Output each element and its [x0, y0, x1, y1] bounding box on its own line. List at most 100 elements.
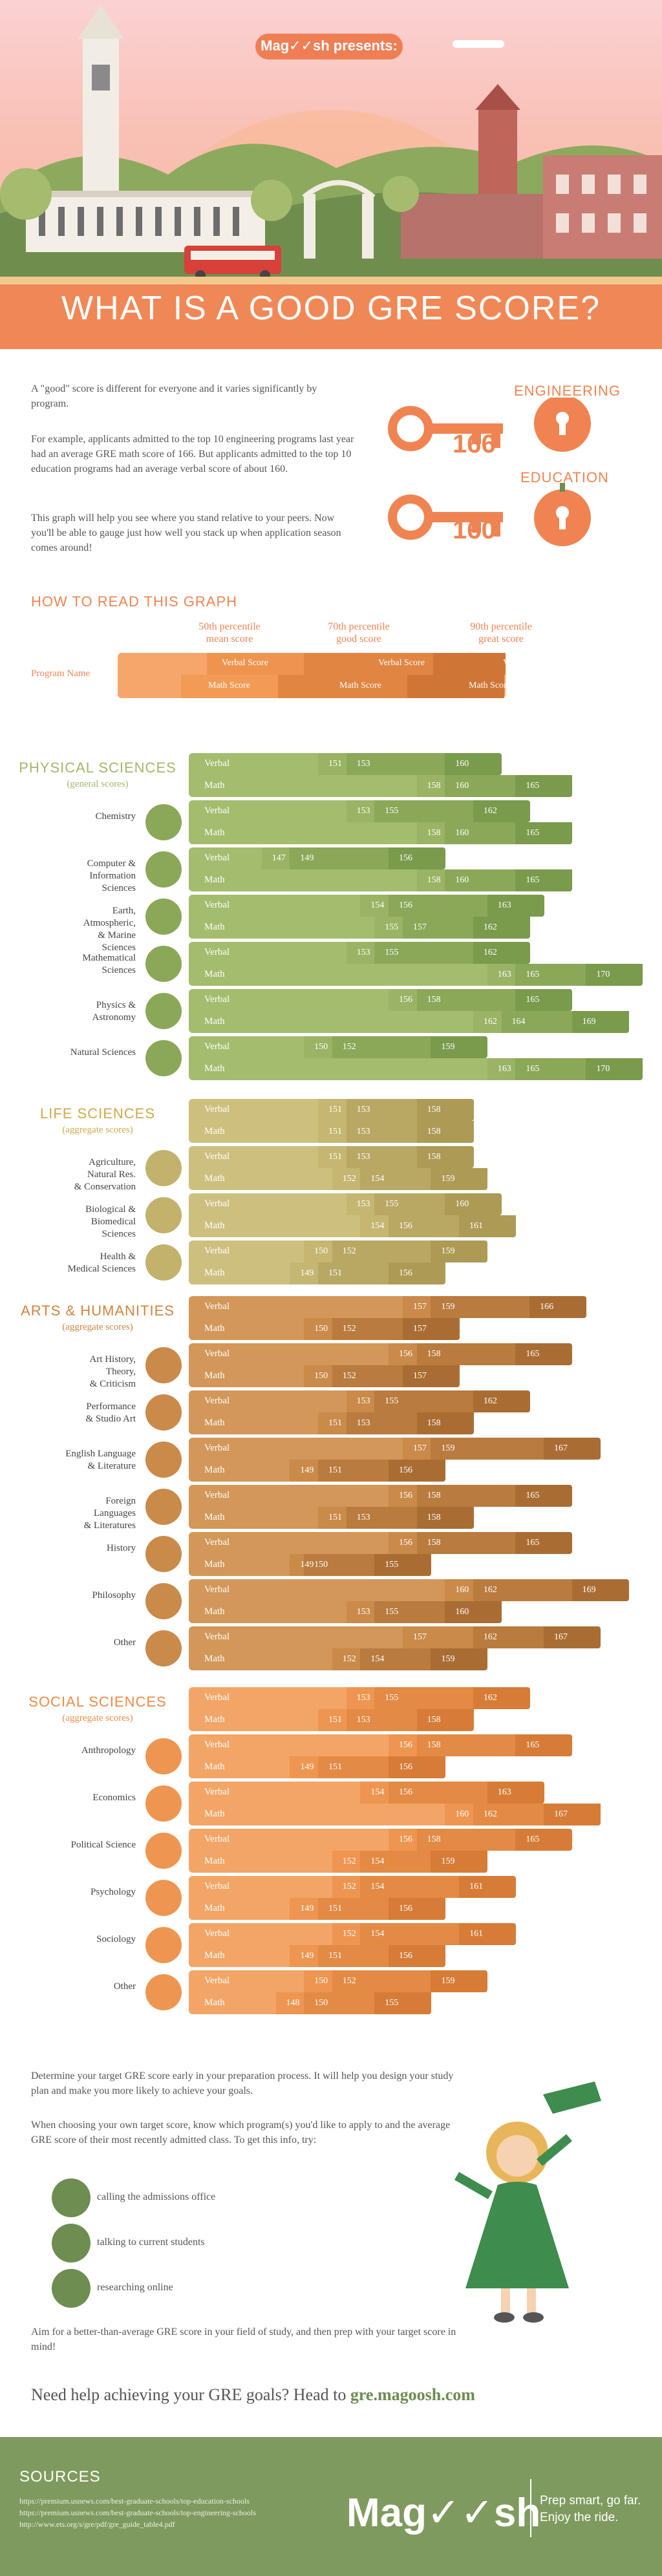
- source-link-3[interactable]: http://www.ets.org/s/gre/pdf/gre_guide_t…: [19, 2520, 175, 2529]
- program-label: Psychology: [90, 1887, 136, 1897]
- bar-segment-p90: [515, 869, 573, 891]
- brand-logo: Mag✓✓sh: [347, 2491, 541, 2535]
- series-label: Math: [204, 875, 225, 885]
- bar-segment-p90: [431, 1240, 488, 1262]
- data-label: 169: [582, 1017, 596, 1027]
- cta-line: Need help achieving your GRE goals? Head…: [31, 2385, 475, 2405]
- bar-base: [189, 1579, 471, 1601]
- data-label: 156: [399, 1268, 412, 1278]
- series-label: Math: [204, 1809, 225, 1819]
- data-label: 165: [526, 875, 540, 885]
- bar-segment-p90: [473, 1687, 530, 1709]
- program-label: Sociology: [96, 1934, 136, 1944]
- sources-title: SOURCES: [19, 2468, 101, 2486]
- bar-segment-p90: [416, 1146, 474, 1168]
- series-label: Verbal: [204, 1584, 230, 1595]
- bar-segment-p90: [431, 1648, 488, 1670]
- bar-base: [189, 1626, 429, 1648]
- data-label: 158: [427, 1740, 441, 1750]
- intro-paragraph-2: For example, applicants admitted to the …: [31, 434, 354, 474]
- data-label: 155: [385, 922, 399, 932]
- bar-segment-p90: [431, 1970, 488, 1992]
- bar-base: [189, 1734, 414, 1756]
- data-label: 154: [370, 1882, 385, 1891]
- data-label: 151: [328, 1105, 342, 1114]
- data-label: 155: [385, 1693, 399, 1703]
- data-label: 150: [314, 1324, 328, 1334]
- series-label: Verbal: [204, 1246, 230, 1256]
- program-label: Computer & Information Sciences: [87, 858, 136, 893]
- bar-segment-p90: [586, 964, 643, 986]
- tip-researching: researching online: [97, 2282, 173, 2293]
- data-label: 154: [370, 1654, 385, 1664]
- data-label: 151: [328, 1127, 342, 1136]
- data-label: 149: [300, 1762, 314, 1772]
- series-label: Math: [204, 1714, 225, 1725]
- data-label: 167: [553, 1809, 568, 1819]
- data-label: 150: [314, 1042, 328, 1052]
- bar-segment-p90: [515, 1532, 573, 1554]
- data-label: 149: [300, 1904, 314, 1913]
- data-label: 162: [483, 1693, 497, 1703]
- data-label: 160: [455, 1607, 469, 1617]
- data-label: 160: [455, 828, 469, 838]
- legend-math-50: [181, 675, 278, 698]
- bar-segment-p90: [543, 1626, 601, 1648]
- program-label: Biological & Biomedical Sciences: [85, 1204, 136, 1239]
- data-label: 155: [385, 1560, 399, 1570]
- bar-base: [189, 1782, 387, 1804]
- series-label: Verbal: [204, 1104, 230, 1114]
- engineering-key-icon: [388, 406, 503, 451]
- legend-math-70: [278, 675, 407, 698]
- program-label: Economics: [92, 1793, 136, 1803]
- data-label: 156: [399, 1835, 412, 1844]
- data-label: 158: [427, 875, 441, 885]
- bar-base: [189, 1390, 372, 1412]
- data-label: 159: [441, 1443, 455, 1453]
- bar-base: [189, 1011, 499, 1033]
- group-title: ARTS & HUMANITIES: [21, 1303, 175, 1319]
- bar-segment-p90: [389, 1756, 445, 1778]
- bar-segment-p90: [402, 1318, 460, 1340]
- data-label: 162: [483, 806, 497, 816]
- computer-icon: [145, 851, 182, 888]
- data-label: 155: [385, 1607, 399, 1617]
- cursor-hand-icon: [52, 2269, 91, 2308]
- bar-segment-p90: [487, 1782, 544, 1804]
- series-label: Math: [204, 1465, 225, 1475]
- series-label: Math: [204, 1063, 225, 1074]
- cta-link[interactable]: gre.magoosh.com: [350, 2385, 475, 2404]
- group-title: PHYSICAL SCIENCES: [19, 760, 176, 776]
- series-label: Math: [204, 1997, 225, 2008]
- bar-base: [189, 1058, 513, 1080]
- column-icon: [145, 1347, 182, 1383]
- bar-base: [189, 1923, 358, 1945]
- data-label: 161: [469, 1882, 484, 1891]
- source-link-2[interactable]: https://premium.usnews.com/best-graduate…: [19, 2508, 256, 2517]
- data-label: 157: [412, 1371, 427, 1381]
- program-label: Physics & Astronomy: [92, 1000, 136, 1023]
- data-label: 156: [399, 1740, 412, 1750]
- p90-label: 90th percentile great score: [470, 621, 532, 644]
- footer-divider: [530, 2479, 531, 2537]
- data-label: 156: [399, 1465, 412, 1475]
- bar-segment-p90: [431, 1036, 488, 1058]
- series-label: Verbal: [204, 1041, 230, 1052]
- data-label: 155: [385, 806, 399, 816]
- data-label: 165: [526, 1740, 540, 1750]
- graduate-illustration: [454, 2081, 601, 2323]
- education-label: EDUCATION: [520, 469, 609, 485]
- bar-segment-p90: [416, 1121, 474, 1143]
- data-label: 158: [427, 781, 441, 791]
- legend-verbal-text-3: Verbal Score: [503, 658, 550, 668]
- program-label: Chemistry: [95, 811, 136, 822]
- source-link-1[interactable]: https://premium.usnews.com/best-graduate…: [19, 2496, 250, 2506]
- bar-segment-p90: [473, 800, 530, 822]
- data-label: 154: [370, 1929, 385, 1939]
- bar-base: [189, 1193, 372, 1215]
- data-label: 149: [300, 853, 314, 863]
- apple-keyhole-icon: [534, 483, 591, 546]
- bar-segment-p90: [389, 1898, 445, 1920]
- data-label: 153: [356, 1607, 370, 1617]
- bar-base: [189, 895, 387, 917]
